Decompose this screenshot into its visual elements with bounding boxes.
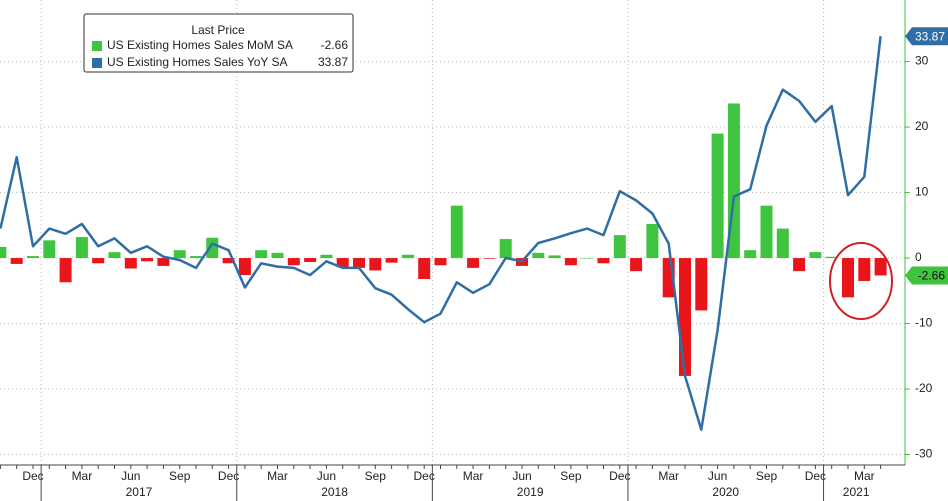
y-tick-label: 30 [915, 54, 929, 68]
bar [124, 258, 137, 269]
bar [92, 258, 105, 264]
legend-label: US Existing Homes Sales MoM SA [107, 38, 293, 52]
bar [10, 258, 23, 264]
legend-label: US Existing Homes Sales YoY SA [107, 55, 288, 69]
x-tick-label: Jun [317, 469, 336, 483]
bar [597, 258, 610, 264]
value-tag-label: 33.87 [915, 29, 945, 43]
bar [548, 255, 561, 259]
y-tick-label: 0 [915, 250, 922, 264]
bar [450, 205, 463, 259]
bar [776, 228, 789, 259]
bar [842, 258, 854, 298]
bar [695, 258, 708, 311]
x-tick-label: Sep [365, 469, 387, 483]
bar [43, 240, 56, 259]
bar [385, 258, 398, 263]
year-label: 2018 [321, 485, 348, 499]
legend-value: -2.66 [321, 38, 349, 52]
bar [369, 258, 382, 271]
bar [206, 237, 219, 259]
bar [825, 256, 838, 259]
x-tick-label: Mar [463, 469, 484, 483]
bar [646, 223, 659, 259]
y-tick-label: -30 [915, 447, 933, 461]
bar [238, 258, 251, 276]
legend-value: 33.87 [318, 55, 348, 69]
legend-swatch [92, 58, 102, 68]
bar [190, 256, 202, 259]
bar [418, 258, 431, 279]
x-tick-label: Dec [414, 469, 435, 483]
bar [809, 252, 822, 259]
bar [401, 254, 414, 259]
year-label: 2019 [517, 485, 544, 499]
bar [858, 258, 871, 281]
bar [532, 252, 545, 259]
bar [793, 258, 806, 272]
y-tick-label: 20 [915, 119, 929, 133]
bar [255, 250, 268, 259]
bar [157, 258, 170, 266]
bar [711, 133, 724, 259]
x-tick-label: Sep [169, 469, 191, 483]
bar [0, 246, 7, 259]
bar [75, 237, 88, 259]
year-label: 2020 [712, 485, 739, 499]
highlight-circle [829, 242, 893, 320]
bar [336, 258, 349, 268]
bar [744, 250, 757, 259]
bar [271, 252, 284, 259]
bar [874, 258, 887, 276]
line [0, 36, 882, 431]
bar [141, 258, 154, 262]
legend-title: Last Price [191, 23, 245, 37]
x-tick-label: Mar [854, 469, 875, 483]
x-tick-label: Jun [121, 469, 140, 483]
bar [467, 258, 480, 268]
bar [564, 258, 577, 266]
x-tick-label: Jun [708, 469, 727, 483]
legend-box [83, 13, 354, 73]
x-tick-label: Dec [218, 469, 239, 483]
bar [320, 254, 333, 259]
x-tick-label: Sep [756, 469, 778, 483]
bar [59, 258, 72, 283]
value-tag [905, 266, 948, 285]
y-tick-label: 10 [915, 185, 929, 199]
bar [287, 258, 300, 266]
year-label: 2017 [126, 485, 153, 499]
legend-swatch [92, 41, 102, 51]
bar [483, 258, 496, 259]
x-tick-label: Mar [658, 469, 679, 483]
bar [108, 252, 121, 259]
bar [630, 258, 643, 272]
bar [434, 258, 447, 266]
bar [499, 239, 512, 259]
x-tick-label: Mar [72, 469, 93, 483]
x-tick-label: Jun [512, 469, 531, 483]
bar [353, 258, 365, 268]
value-tag [905, 27, 948, 46]
bar [27, 256, 39, 259]
x-tick-label: Sep [560, 469, 582, 483]
x-tick-label: Mar [267, 469, 288, 483]
x-tick-label: Dec [22, 469, 43, 483]
bar [222, 258, 235, 264]
bar [304, 258, 317, 262]
x-tick-label: Dec [609, 469, 630, 483]
x-tick-label: Dec [805, 469, 826, 483]
bar [613, 235, 626, 259]
y-tick-label: -10 [915, 316, 933, 330]
year-label: 2021 [843, 485, 870, 499]
y-tick-label: -20 [915, 381, 933, 395]
bar [581, 258, 594, 259]
bar [679, 258, 691, 376]
value-tag-label: -2.66 [918, 269, 946, 283]
bar [760, 205, 773, 259]
bar [173, 250, 186, 259]
